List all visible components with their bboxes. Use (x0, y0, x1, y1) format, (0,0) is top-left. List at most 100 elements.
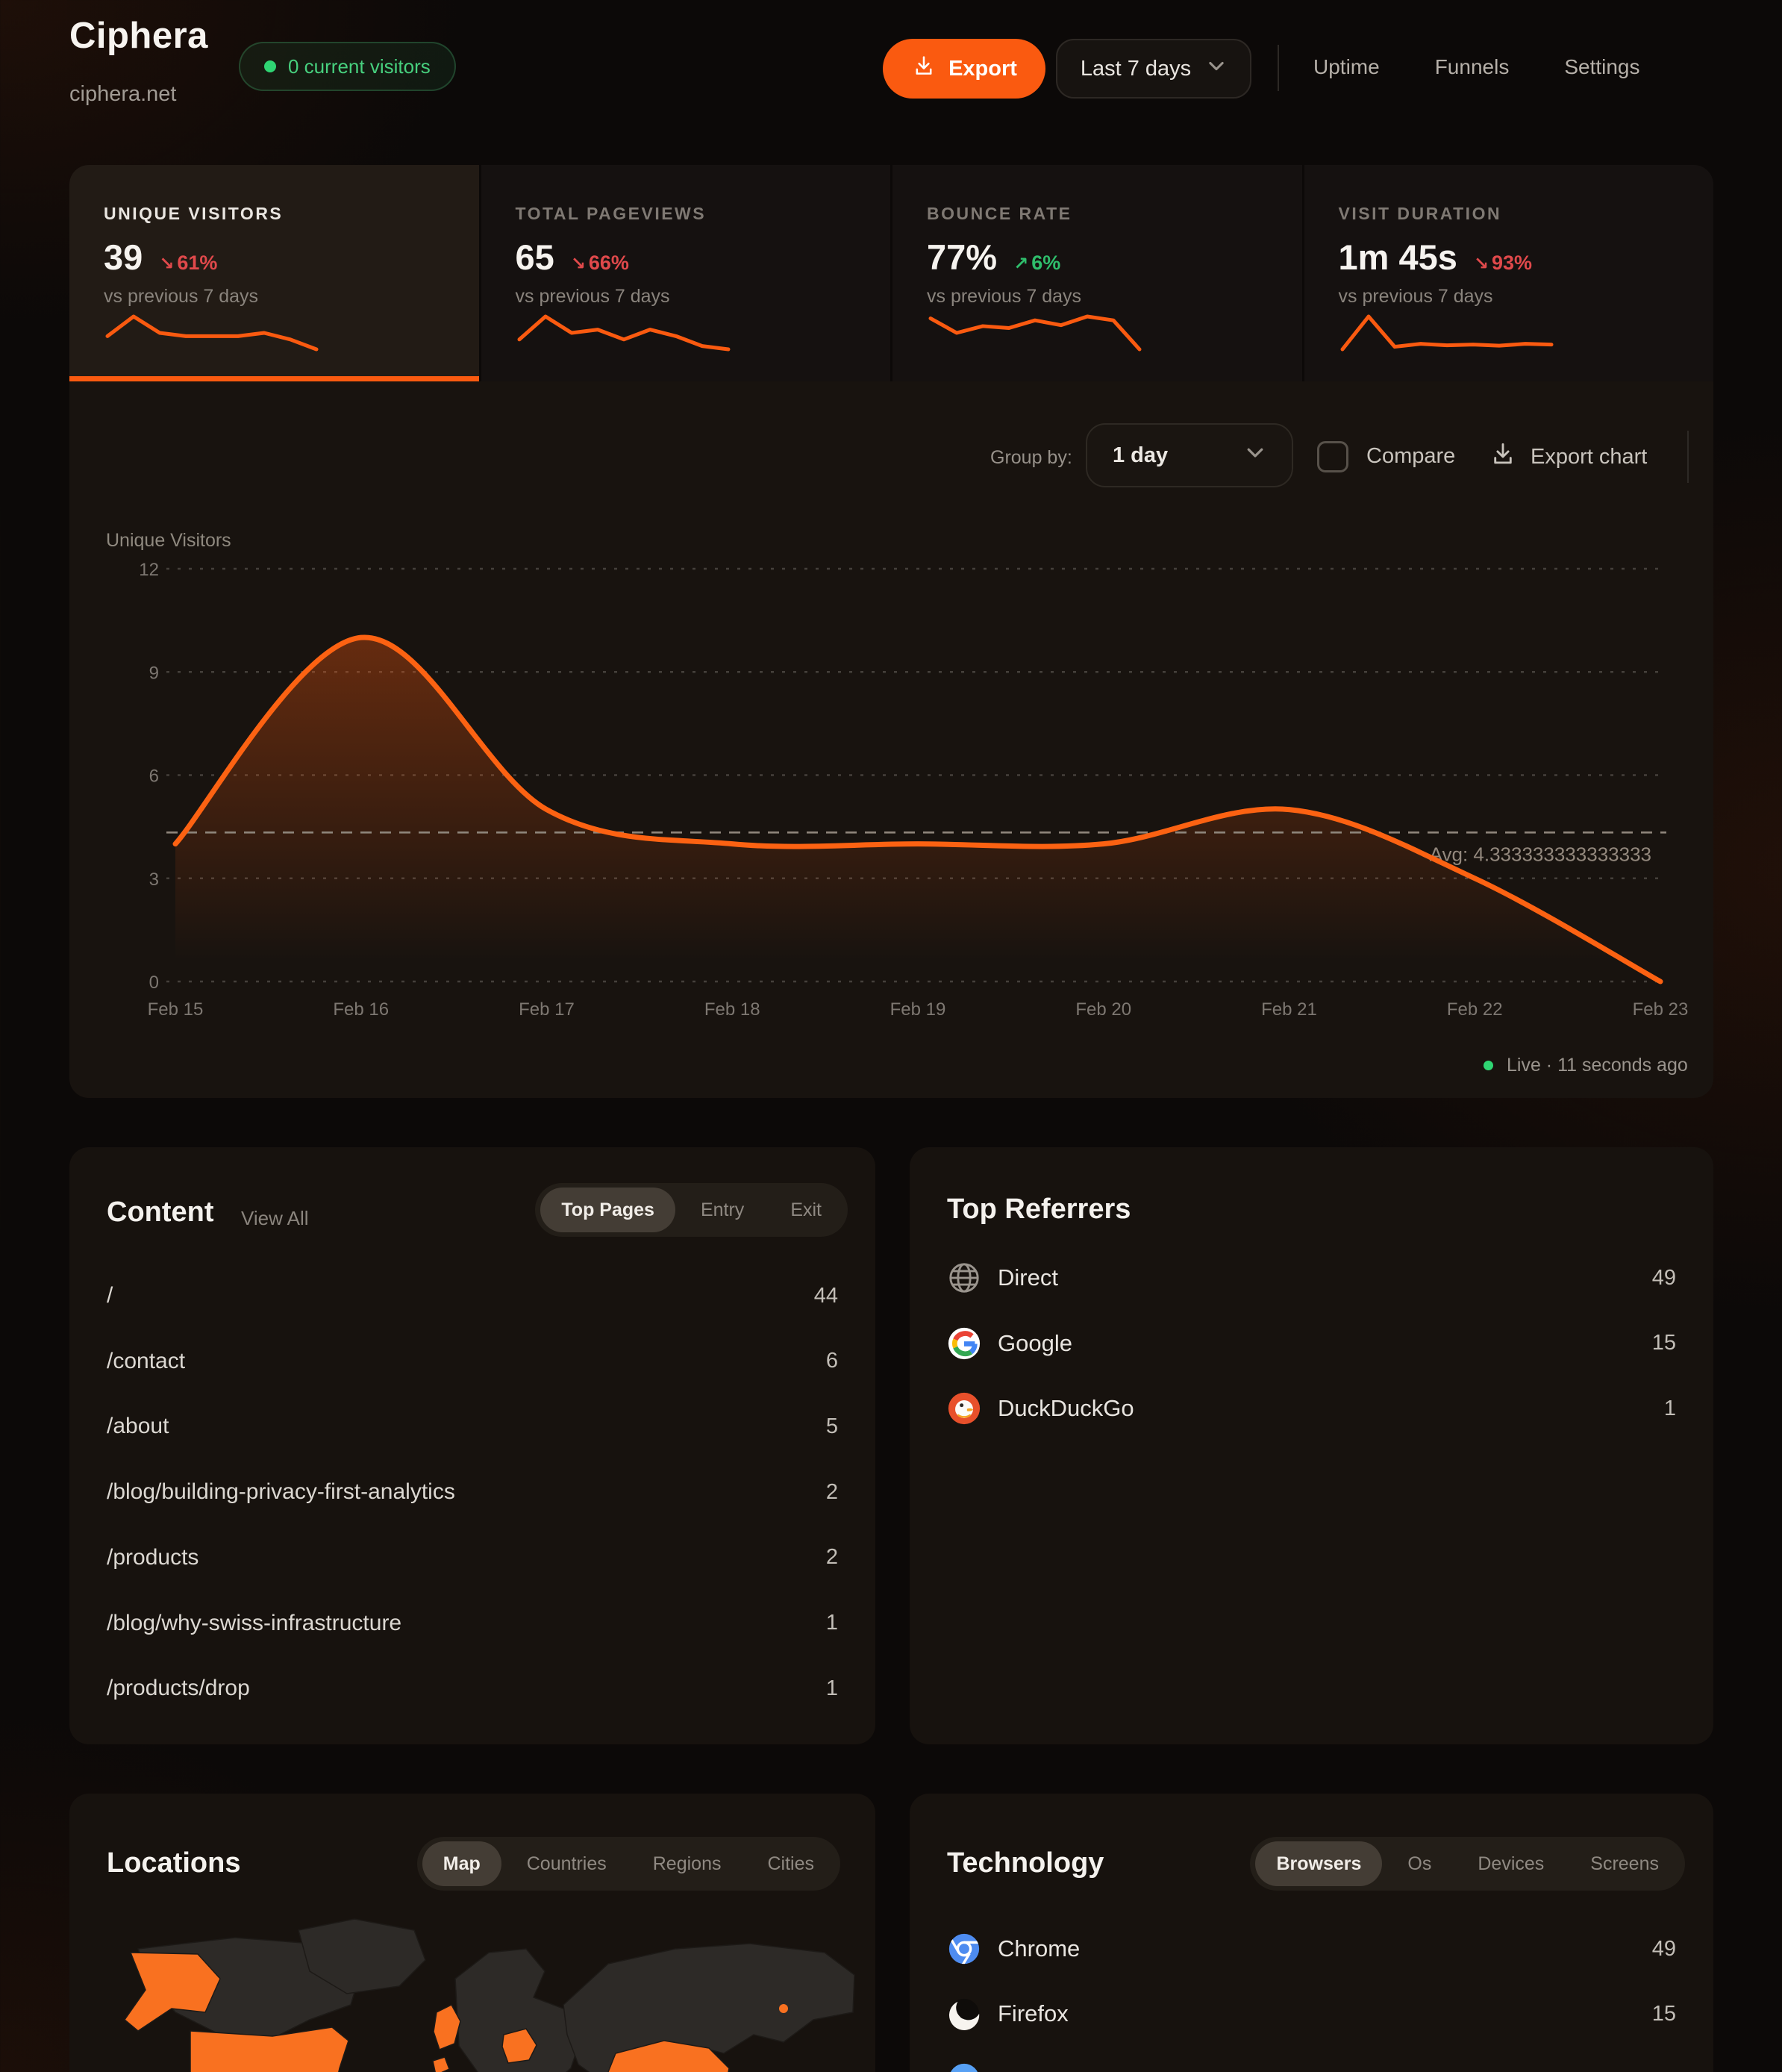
date-range-value: Last 7 days (1080, 56, 1192, 81)
page-row[interactable]: / 44 (107, 1263, 838, 1329)
duckduckgo-icon (947, 1391, 981, 1426)
x-tick-label: Feb 23 (1633, 999, 1689, 1020)
page-path: /contact (107, 1348, 186, 1373)
row-label: Direct (998, 1264, 1058, 1291)
stat-label: TOTAL PAGEVIEWS (515, 204, 707, 223)
top-referrers-card: Top Referrers Direct 49 Google 15 DuckDuckGo… (910, 1147, 1713, 1744)
y-tick-label: 6 (149, 767, 159, 787)
x-tick-label: Feb 22 (1447, 999, 1503, 1020)
group-by-dropdown[interactable]: 1 day (1086, 423, 1293, 487)
row-count: 1 (1663, 1396, 1676, 1420)
map-region-united-states-highlight (190, 2026, 349, 2072)
referrer-row[interactable]: DuckDuckGo 1 (947, 1376, 1676, 1441)
stat-delta: ↗ 6% (1013, 252, 1061, 274)
stat-delta: ↘ 66% (570, 252, 629, 274)
page-path: /blog/why-swiss-infrastructure (107, 1610, 402, 1635)
trend-down-icon: ↘ (1473, 253, 1489, 274)
live-dot-icon (264, 60, 276, 72)
stat-sparkline (516, 311, 732, 358)
group-by-label: Group by: (990, 447, 1072, 468)
group-by-value: 1 day (1113, 443, 1169, 467)
row-count: 49 (1651, 1265, 1676, 1290)
map-region-alaska-highlight (123, 1952, 221, 2032)
content-tab-exit[interactable]: Exit (790, 1199, 822, 1220)
page-row[interactable]: /contact 6 (107, 1329, 838, 1394)
chevron-down-icon (1206, 55, 1227, 82)
technology-tab-devices[interactable]: Devices (1478, 1853, 1545, 1874)
page-row[interactable]: /products 2 (107, 1525, 838, 1591)
unique-visitors-chart: Unique Visitors 0 3 6 9 12 Feb 15 Feb 16 Feb 17 F… (106, 530, 1689, 1020)
chart-area-fill (175, 637, 1660, 982)
browser-row[interactable]: Chrome 49 (947, 1916, 1676, 1982)
page-count: 1 (825, 1676, 838, 1700)
page-row[interactable]: /products/drop 1 (107, 1656, 838, 1721)
browser-row[interactable]: Firefox 15 (947, 1981, 1676, 2047)
referrer-row[interactable]: Google 15 (947, 1311, 1676, 1376)
compare-checkbox[interactable] (1317, 441, 1348, 472)
stat-label: UNIQUE VISITORS (104, 204, 284, 223)
row-count: 49 (1651, 1936, 1676, 1961)
export-button[interactable]: Export (883, 39, 1045, 99)
row-count: 15 (1651, 2001, 1676, 2026)
stat-tile-total-pageviews[interactable]: TOTAL PAGEVIEWS 65 ↘ 66% vs previous 7 days (481, 165, 890, 381)
header-divider (1278, 45, 1279, 91)
page-row[interactable]: /blog/building-privacy-first-analytics 2 (107, 1459, 838, 1525)
map-region-far-east-highlight (779, 2004, 788, 2013)
content-tab-entry[interactable]: Entry (700, 1199, 745, 1220)
y-tick-label: 12 (139, 560, 159, 580)
stat-sparkline (927, 311, 1143, 358)
map-region-china-highlight (607, 2040, 730, 2072)
technology-tabs: Browsers Os Devices Screens (1250, 1837, 1685, 1891)
chart-line (172, 634, 1663, 984)
live-status-text: Live · 11 seconds ago (1507, 1055, 1688, 1076)
locations-card: Locations Map Countries Regions Cities (69, 1794, 875, 2072)
nav-item-uptime[interactable]: Uptime (1313, 55, 1380, 78)
current-visitors-badge: 0 current visitors (239, 42, 456, 91)
browser-row-partial[interactable] (947, 2046, 1676, 2072)
main-panel: UNIQUE VISITORS 39 ↘ 61% vs previous 7 days T… (69, 165, 1713, 1098)
stat-compare-label: vs previous 7 days (1338, 286, 1493, 307)
technology-tab-browsers[interactable]: Browsers (1255, 1841, 1383, 1886)
stat-sparkline (1339, 311, 1555, 358)
content-tab-top-pages[interactable]: Top Pages (540, 1188, 675, 1232)
x-tick-label: Feb 16 (333, 999, 389, 1020)
stat-compare-label: vs previous 7 days (927, 286, 1082, 307)
page-row[interactable]: /blog/why-swiss-infrastructure 1 (107, 1591, 838, 1656)
y-tick-label: 3 (149, 870, 159, 890)
trend-up-icon: ↗ (1013, 253, 1029, 274)
stat-tile-unique-visitors[interactable]: UNIQUE VISITORS 39 ↘ 61% vs previous 7 days (69, 165, 479, 381)
locations-tab-map[interactable]: Map (422, 1841, 501, 1886)
technology-title: Technology (947, 1847, 1104, 1879)
y-tick-label: 0 (149, 973, 159, 993)
site-title: Ciphera (69, 16, 208, 56)
stat-value: 1m 45s (1338, 237, 1457, 277)
date-range-dropdown[interactable]: Last 7 days (1056, 39, 1251, 99)
selected-tile-indicator (69, 376, 479, 381)
live-dot-icon (1484, 1061, 1493, 1070)
row-count: 15 (1651, 1331, 1676, 1355)
technology-tab-os[interactable]: Os (1407, 1853, 1432, 1874)
live-status: Live · 11 seconds ago (1484, 1055, 1688, 1076)
referrer-row[interactable]: Direct 49 (947, 1245, 1676, 1311)
stat-tile-visit-duration[interactable]: VISIT DURATION 1m 45s ↘ 93% vs previous 7 da… (1304, 165, 1713, 381)
stat-tile-bounce-rate[interactable]: BOUNCE RATE 77% ↗ 6% vs previous 7 days (892, 165, 1302, 381)
map-region-ireland-area-highlight (432, 2056, 450, 2072)
page-path: /blog/building-privacy-first-analytics (107, 1479, 455, 1505)
locations-tab-regions[interactable]: Regions (652, 1853, 722, 1874)
trend-down-icon: ↘ (570, 253, 586, 274)
nav-item-funnels[interactable]: Funnels (1434, 55, 1510, 78)
world-map[interactable] (86, 1908, 858, 2072)
page-row[interactable]: /about 5 (107, 1394, 838, 1459)
view-all-link[interactable]: View All (241, 1207, 309, 1229)
stat-sparkline (104, 311, 320, 358)
page-count: 44 (813, 1283, 838, 1308)
locations-tab-cities[interactable]: Cities (767, 1853, 814, 1874)
globe-icon (947, 1261, 981, 1295)
export-chart-button[interactable]: Export chart (1489, 440, 1647, 474)
locations-tab-countries[interactable]: Countries (526, 1853, 607, 1874)
page-count: 1 (825, 1611, 838, 1635)
content-card: Content View All Top Pages Entry Exit /44/… (69, 1147, 875, 1744)
technology-tab-screens[interactable]: Screens (1590, 1853, 1659, 1874)
nav-item-settings[interactable]: Settings (1564, 55, 1640, 78)
trend-down-icon: ↘ (159, 253, 175, 274)
